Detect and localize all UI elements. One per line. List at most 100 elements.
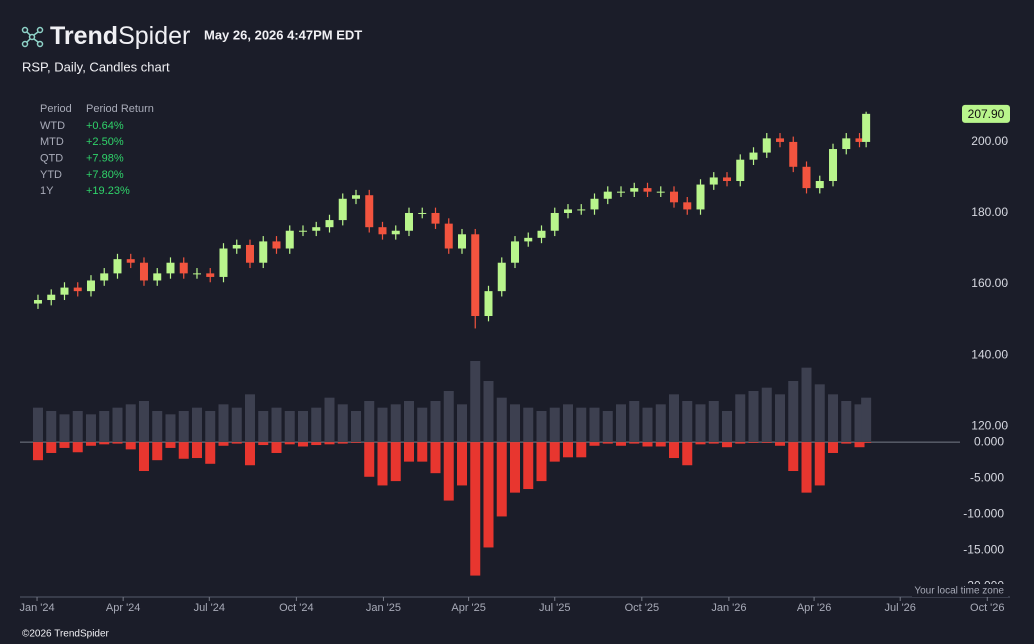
volume-bar [616, 404, 627, 441]
candle-body [192, 273, 201, 275]
volume-bar [403, 401, 414, 441]
drawdown-bar [708, 442, 719, 444]
volume-bar [377, 407, 388, 441]
volume-bar [483, 381, 494, 441]
candle-body [471, 234, 480, 317]
volume-bar [748, 391, 759, 441]
volume-bar [682, 401, 693, 441]
volume-bar [218, 404, 229, 441]
volume-bar [311, 407, 322, 441]
volume-bar [443, 391, 454, 441]
volume-bar [258, 411, 269, 441]
candle-body [603, 191, 612, 199]
volume-bar [191, 407, 202, 441]
drawdown-tick-label: 0.000 [974, 434, 1004, 448]
volume-bar [708, 401, 719, 441]
x-tick-label: Oct '26 [970, 602, 1005, 614]
candle-body [391, 230, 400, 235]
drawdown-bar [470, 442, 481, 576]
drawdown-bar [549, 442, 560, 462]
candle-body [338, 198, 347, 221]
volume-bar [417, 407, 428, 441]
volume-bar [244, 394, 255, 441]
volume-bar [814, 384, 825, 441]
candle-body [736, 159, 745, 182]
drawdown-bar [443, 442, 454, 501]
volume-bar [205, 411, 216, 441]
volume-bar [165, 414, 176, 441]
drawdown-bar [841, 442, 852, 444]
candle-body [709, 177, 718, 185]
drawdown-bar [536, 442, 547, 482]
y-tick-label: 120.00 [971, 418, 1008, 432]
drawdown-bar [788, 442, 799, 472]
candle-body [630, 188, 639, 192]
candle-body [219, 248, 228, 277]
drawdown-bar [748, 442, 759, 443]
drawdown-bar [735, 442, 746, 444]
candle-body [776, 138, 785, 142]
drawdown-bar [337, 442, 348, 444]
candle-body [524, 237, 533, 242]
volume-bar [337, 404, 348, 441]
logo-icon [21, 26, 44, 48]
drawdown-bar [390, 442, 401, 482]
candle-body [153, 273, 162, 281]
candle-body [86, 280, 95, 292]
volume-bar [46, 411, 57, 441]
drawdown-bar [364, 442, 375, 477]
drawdown-bar [854, 442, 865, 448]
candle-body [245, 244, 254, 263]
candle-body [577, 209, 586, 211]
x-tick-label: Jul '26 [884, 602, 915, 614]
drawdown-bar [72, 442, 83, 453]
drawdown-bar [112, 442, 123, 444]
candle-body [259, 241, 268, 263]
period-name: WTD [40, 120, 65, 132]
drawdown-bar [125, 442, 136, 450]
volume-bar [602, 411, 613, 441]
x-tick-label: Jan '25 [366, 602, 401, 614]
subtitle: RSP, Daily, Candles chart [22, 59, 170, 74]
volume-bar [470, 361, 481, 441]
volume-bar [496, 397, 507, 441]
candle-body [431, 212, 440, 224]
candle-body [73, 287, 82, 292]
drawdown-bar [576, 442, 587, 458]
candle-body [47, 294, 56, 301]
volume-bar [828, 394, 839, 441]
last-price-label: 207.90 [968, 107, 1005, 121]
candle-body [484, 291, 493, 317]
volume-bar [841, 401, 852, 441]
drawdown-bar [231, 442, 242, 444]
drawdown-tick-label: -10.000 [963, 506, 1004, 520]
candle-body [139, 262, 148, 281]
volume-bar [629, 401, 640, 441]
timezone-bg [912, 584, 1008, 597]
x-tick-label: Oct '25 [625, 602, 660, 614]
drawdown-bar [629, 442, 640, 444]
volume-bar [510, 404, 520, 441]
drawdown-bar [589, 442, 600, 446]
drawdown-bar [616, 442, 627, 446]
volume-bar [589, 407, 600, 441]
candle-body [60, 287, 69, 295]
candle-body [497, 262, 506, 292]
drawdown-bar [523, 442, 534, 490]
drawdown-bar [510, 442, 520, 493]
candle-body [855, 138, 864, 142]
x-tick-label: Apr '25 [451, 602, 486, 614]
drawdown-bar [46, 442, 57, 453]
candle-body [617, 191, 626, 193]
volume-bar [390, 404, 401, 441]
candle-body [365, 195, 374, 228]
column-header: Period [40, 103, 72, 115]
candle-body [179, 262, 188, 274]
candle-body [670, 191, 679, 203]
drawdown-bar [324, 442, 335, 445]
drawdown-bar [218, 442, 229, 446]
volume-bar [32, 407, 43, 441]
candle-body [590, 198, 599, 210]
drawdown-bar [178, 442, 189, 459]
volume-bar [138, 401, 149, 441]
